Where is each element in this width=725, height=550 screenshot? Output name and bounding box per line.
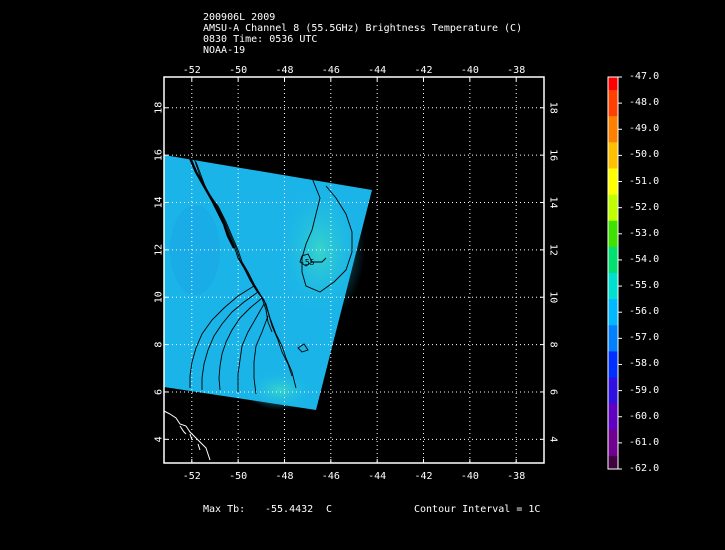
coastline-segment: [189, 433, 193, 441]
colorbar-label: -47.0: [629, 71, 660, 82]
title-satellite: NOAA-19: [203, 45, 246, 56]
colorbar-swatch: [608, 403, 618, 431]
contour-line: [201, 291, 259, 390]
colorbar: [607, 76, 622, 470]
axis-labels: -52 -52 -50 -50 -48 -48 -46 -46 -44 -44 -42 -42 -40 -…: [154, 65, 559, 482]
contour-lines: [189, 157, 353, 395]
coastline-segment: [163, 410, 211, 461]
colorbar-swatch: [608, 455, 618, 470]
contour-line: [297, 343, 309, 353]
colorbar-label: -50.0: [629, 149, 660, 161]
lat-label-left: 18: [154, 102, 165, 114]
lon-label-top: -42: [414, 65, 432, 76]
lat-label-right: 12: [548, 244, 559, 256]
lon-label-bottom: -40: [461, 471, 479, 482]
lon-label-top: -40: [461, 65, 479, 76]
colorbar-swatch: [608, 220, 618, 248]
lat-label-right: 14: [548, 196, 559, 208]
lon-label-top: -48: [275, 65, 293, 76]
colorbar-label: -62.0: [629, 463, 660, 474]
lon-label-top: -38: [507, 65, 525, 76]
lon-label-top: -44: [368, 65, 386, 76]
lat-label-left: 14: [154, 196, 165, 208]
max-tb-value: -55.4432: [265, 504, 314, 515]
lat-label-right: 6: [548, 389, 559, 395]
contour-label: -55: [300, 258, 315, 267]
map-frame: [163, 76, 545, 464]
colorbar-swatch: [608, 273, 618, 300]
title-storm-id: 200906L 2009: [203, 12, 276, 23]
warm-region-2: [245, 370, 315, 410]
colorbar-label: -61.0: [629, 436, 660, 448]
lon-label-bottom: -44: [368, 471, 386, 482]
colorbar-swatch: [608, 325, 618, 352]
max-tb-label: Max Tb:: [203, 504, 246, 515]
colorbar-label: -60.0: [629, 410, 660, 422]
lat-label-right: 16: [548, 149, 559, 161]
title-channel: AMSU-A Channel 8 (55.5GHz) Brightness Te…: [203, 23, 523, 34]
contour-line: [218, 297, 263, 391]
lat-label-right: 18: [548, 102, 559, 114]
lon-label-top: -52: [183, 65, 201, 76]
lat-label-left: 10: [154, 291, 165, 303]
contour-line: [253, 315, 269, 395]
lon-label-top: -50: [229, 65, 247, 76]
coastline-segment: [197, 443, 201, 451]
lon-label-bottom: -46: [322, 471, 340, 482]
contour-line: [299, 253, 313, 267]
colorbar-label: -48.0: [629, 97, 660, 109]
lat-label-left: 4: [154, 436, 165, 442]
colorbar-swatch: [608, 246, 618, 274]
colorbar-label: -52.0: [629, 201, 660, 213]
colorbar-swatch: [608, 77, 618, 91]
colorbar-swatch: [608, 168, 618, 196]
lon-label-bottom: -52: [183, 471, 201, 482]
colorbar-swatch: [608, 90, 618, 117]
lat-label-right: 10: [548, 291, 559, 303]
colorbar-swatch: [608, 299, 618, 326]
lon-label-bottom: -42: [414, 471, 432, 482]
lon-label-bottom: -50: [229, 471, 247, 482]
contour-line: [195, 161, 297, 389]
colorbar-label: -51.0: [629, 175, 660, 187]
cool-patch: [170, 205, 220, 295]
colorbar-swatch: [608, 351, 618, 379]
colorbar-frame: [607, 76, 619, 470]
colorbar-swatch: [608, 377, 618, 405]
swath-layer: [164, 155, 372, 410]
contour-line: [237, 303, 265, 392]
colorbar-label: -49.0: [629, 123, 660, 135]
lat-label-left: 12: [154, 244, 165, 256]
max-tb-unit: C: [326, 504, 333, 515]
contour-line: [301, 177, 353, 293]
colorbar-label: -55.0: [629, 280, 660, 292]
colorbar-label: -56.0: [629, 306, 660, 318]
lat-label-left: 16: [154, 149, 165, 161]
colorbar-swatch: [608, 116, 618, 143]
colorbar-label: -54.0: [629, 253, 660, 265]
contour-interval: Contour Interval = 1C: [414, 504, 541, 515]
coastline: [163, 410, 211, 461]
lat-label-right: 4: [548, 436, 559, 442]
lon-label-bottom: -38: [507, 471, 525, 482]
lon-label-bottom: -48: [275, 471, 293, 482]
colorbar-label: -59.0: [629, 384, 660, 396]
colorbar-label: -57.0: [629, 332, 660, 344]
lon-label-top: -46: [322, 65, 340, 76]
title-time: 0830 Time: 0536 UTC: [203, 34, 318, 45]
lat-label-left: 8: [154, 342, 165, 348]
contour-line: [312, 257, 327, 263]
colorbar-label: -58.0: [629, 358, 660, 370]
colorbar-swatch: [608, 142, 618, 169]
lat-label-right: 8: [548, 342, 559, 348]
graticule: [164, 77, 544, 463]
coastline-segment: [179, 425, 187, 435]
lat-label-left: 6: [154, 389, 165, 395]
colorbar-swatch: [608, 429, 618, 457]
cold-gradient-band: [188, 157, 236, 249]
colorbar-label: -53.0: [629, 227, 660, 239]
contour-line: [189, 285, 255, 388]
colorbar-swatch: [608, 194, 618, 222]
